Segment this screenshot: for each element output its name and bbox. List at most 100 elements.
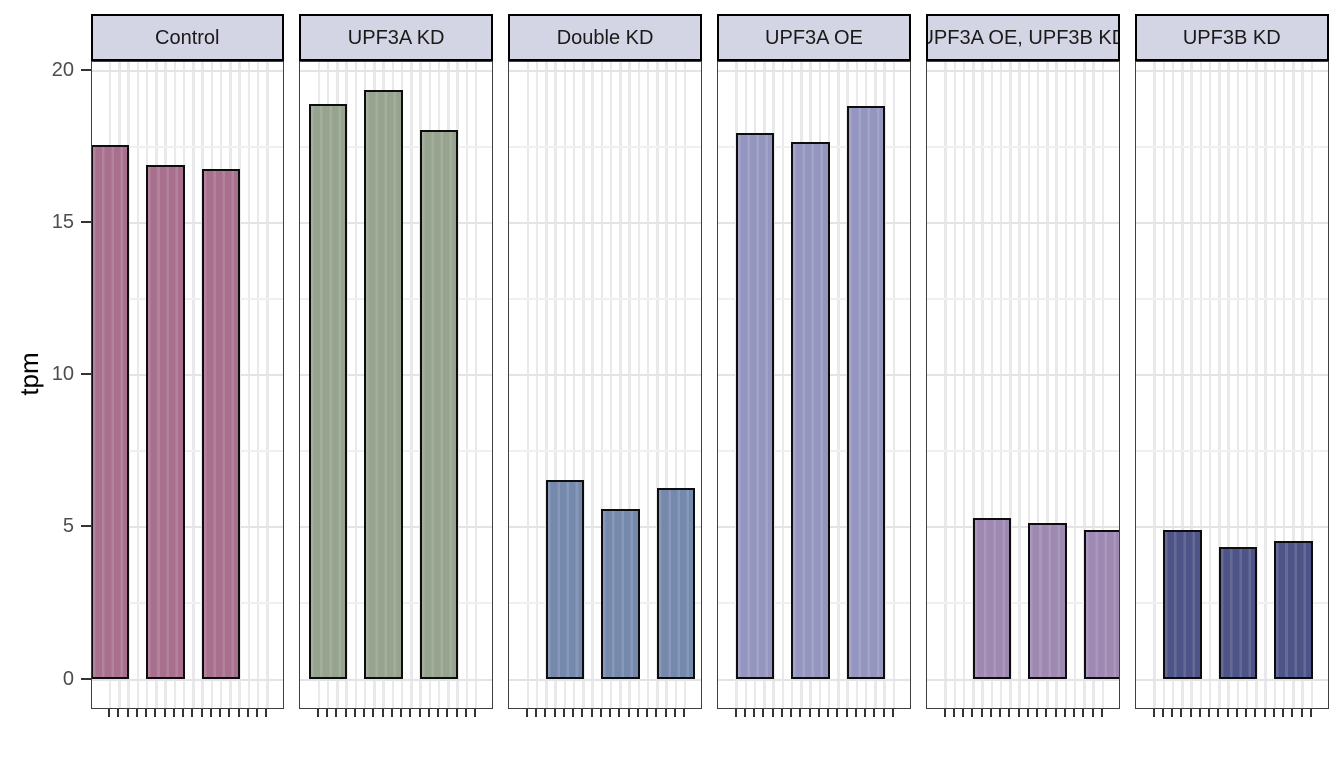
x-axis-tick bbox=[673, 708, 676, 717]
gridline-vertical bbox=[972, 62, 975, 708]
y-axis-tick bbox=[81, 68, 91, 71]
x-axis-tick bbox=[163, 708, 166, 717]
x-axis-tick bbox=[1054, 708, 1057, 717]
bar-upf3b-kd-rep2 bbox=[1218, 547, 1257, 680]
x-axis-tick bbox=[1180, 708, 1183, 717]
gridline-major bbox=[91, 526, 283, 529]
x-axis-tick bbox=[209, 708, 212, 717]
gridline-major bbox=[718, 678, 910, 681]
gridline-minor bbox=[927, 450, 1119, 453]
facet-plot-area bbox=[508, 61, 702, 709]
facet-strip-label: UPF3A OE, UPF3B KD bbox=[926, 26, 1120, 49]
facet-6: UPF3B KD bbox=[1135, 14, 1329, 719]
x-axis-tick bbox=[864, 708, 867, 717]
x-axis-tick bbox=[980, 708, 983, 717]
gridline-major bbox=[91, 69, 283, 72]
gridline-major bbox=[300, 69, 492, 72]
bar-control-rep3 bbox=[201, 169, 241, 680]
gridline-vertical bbox=[192, 62, 195, 708]
gridline-vertical bbox=[609, 62, 613, 708]
x-axis-tick bbox=[108, 708, 110, 717]
gridline-vertical bbox=[1227, 62, 1230, 708]
gridline-vertical bbox=[1301, 62, 1304, 708]
x-axis-tick bbox=[882, 708, 885, 717]
gridline-vertical bbox=[837, 62, 840, 708]
y-axis-label: 10 bbox=[51, 363, 74, 385]
x-axis-tick bbox=[1208, 708, 1210, 717]
gridline-vertical bbox=[535, 62, 539, 708]
x-axis-tick bbox=[135, 708, 138, 717]
gridline-vertical bbox=[1027, 62, 1031, 708]
x-axis-tick bbox=[1152, 708, 1155, 717]
x-axis-tick bbox=[1291, 708, 1294, 717]
x-axis-tick bbox=[599, 708, 602, 717]
gridline-major bbox=[509, 678, 701, 681]
gridline-vertical bbox=[1009, 62, 1012, 708]
facet-strip: Control bbox=[90, 14, 284, 61]
gridline-vertical bbox=[1218, 62, 1221, 708]
x-axis-tick bbox=[734, 708, 737, 717]
x-axis-tick bbox=[335, 708, 338, 717]
facet-strip: UPF3A OE, UPF3B KD bbox=[926, 14, 1120, 61]
bar-control-rep2 bbox=[146, 164, 185, 680]
gridline-major bbox=[300, 678, 492, 681]
x-axis-tick bbox=[609, 708, 612, 717]
bar-upf3a-oe-rep3 bbox=[846, 105, 886, 680]
x-axis-tick bbox=[999, 708, 1002, 717]
facet-plot-area bbox=[299, 61, 493, 709]
facet-strip-label: Control bbox=[155, 26, 220, 49]
gridline-minor bbox=[91, 145, 283, 148]
gridline-vertical bbox=[1092, 62, 1095, 708]
bar-upf3a-oe-upf3b-kd-rep3 bbox=[1083, 530, 1119, 680]
gridline-vertical bbox=[410, 62, 413, 708]
x-axis-tick bbox=[219, 708, 221, 717]
y-axis-tick bbox=[81, 525, 91, 528]
x-axis-tick bbox=[891, 708, 894, 717]
gridline-vertical bbox=[1282, 62, 1286, 708]
gridline-vertical bbox=[665, 62, 668, 708]
bar-upf3a-oe-rep1 bbox=[735, 132, 775, 680]
gridline-vertical bbox=[354, 62, 358, 708]
gridline-minor bbox=[509, 450, 701, 453]
gridline-vertical bbox=[247, 62, 250, 708]
gridline-major bbox=[927, 69, 1119, 72]
x-axis-tick bbox=[618, 708, 621, 717]
x-axis-tick bbox=[464, 708, 467, 717]
x-axis-tick bbox=[590, 708, 593, 717]
x-axis-tick bbox=[636, 708, 639, 717]
gridline-minor bbox=[1136, 145, 1328, 148]
y-axis-label: 5 bbox=[62, 515, 74, 538]
x-axis-tick bbox=[943, 708, 946, 717]
gridline-major bbox=[927, 526, 1119, 529]
x-axis-tick bbox=[1254, 708, 1257, 717]
y-axis-tick bbox=[81, 373, 91, 375]
x-axis-tick bbox=[544, 708, 547, 717]
gridline-minor bbox=[91, 602, 283, 605]
x-axis-tick bbox=[1017, 708, 1020, 717]
gridline-vertical bbox=[619, 62, 622, 708]
gridline-vertical bbox=[1046, 62, 1049, 708]
facet-2: UPF3A KD bbox=[299, 14, 493, 719]
x-axis-tick bbox=[553, 708, 556, 717]
gridline-vertical bbox=[628, 62, 631, 708]
x-axis-tick bbox=[455, 708, 458, 717]
x-axis-tick bbox=[743, 708, 746, 717]
gridline-major bbox=[927, 374, 1119, 376]
facet-strip: UPF3A OE bbox=[717, 14, 911, 61]
x-axis-tick bbox=[409, 708, 412, 717]
facet-strip: UPF3A KD bbox=[299, 14, 493, 61]
gridline-vertical bbox=[256, 62, 260, 708]
x-axis-tick bbox=[1045, 708, 1048, 717]
x-axis-tick bbox=[1263, 708, 1266, 717]
bar-double-kd-rep2 bbox=[601, 508, 640, 680]
x-axis-tick bbox=[437, 708, 440, 717]
gridline-vertical bbox=[892, 62, 896, 708]
x-axis-tick bbox=[683, 708, 686, 717]
facet-plot-area bbox=[1135, 61, 1329, 709]
gridline-major bbox=[509, 69, 701, 72]
x-axis-tick bbox=[182, 708, 184, 717]
x-axis-tick bbox=[418, 708, 421, 717]
gridline-vertical bbox=[474, 62, 478, 708]
gridline-vertical bbox=[656, 62, 659, 708]
x-axis-tick bbox=[873, 708, 876, 717]
